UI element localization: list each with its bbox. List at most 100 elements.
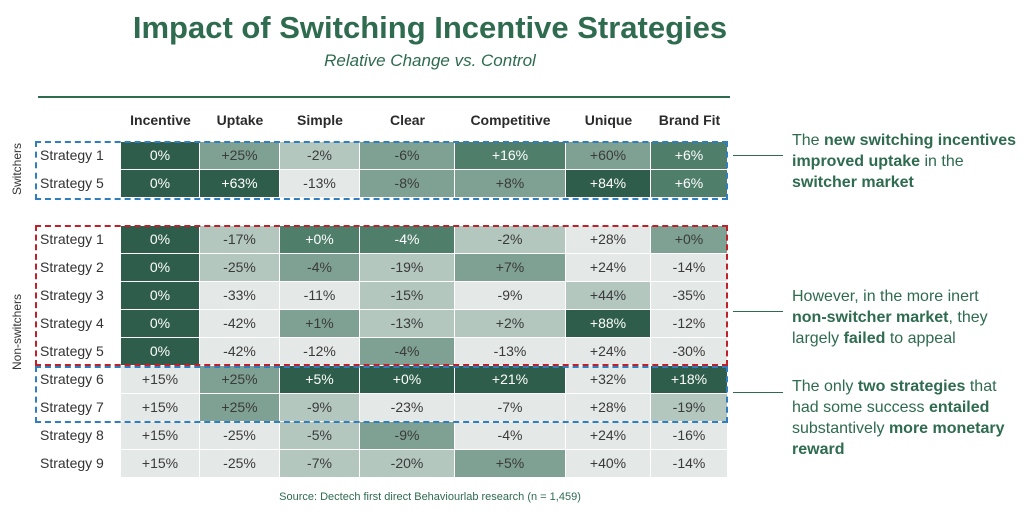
- non-switchers-group-label: Non-switchers: [10, 293, 24, 371]
- row-label: Strategy 5: [40, 343, 104, 359]
- row-label: Strategy 7: [40, 399, 104, 415]
- heatmap-cell: -9%: [455, 282, 566, 310]
- row-label: Strategy 3: [40, 287, 104, 303]
- heatmap-cell: +24%: [566, 422, 651, 450]
- heatmap-cell: -13%: [360, 310, 455, 338]
- heatmap-cell: -8%: [360, 170, 455, 198]
- heatmap-cell: +0%: [651, 226, 728, 254]
- heatmap-cell: +21%: [455, 366, 566, 394]
- heatmap-cell: -14%: [651, 450, 728, 478]
- heatmap-cell: +28%: [566, 226, 651, 254]
- connector-2: [733, 311, 783, 312]
- heatmap-cell: -25%: [200, 422, 280, 450]
- switchers-highlight-box: [35, 141, 728, 200]
- heatmap-cell: +2%: [455, 310, 566, 338]
- heatmap-cell: -25%: [200, 450, 280, 478]
- heatmap-cell: -17%: [200, 226, 280, 254]
- heatmap-cell: -12%: [280, 338, 360, 366]
- heatmap-cell: -12%: [651, 310, 728, 338]
- heatmap-cell: +24%: [566, 254, 651, 282]
- heatmap-cell: -2%: [280, 142, 360, 170]
- switchers-group-label: Switchers: [10, 143, 24, 196]
- heatmap-cell: +32%: [566, 366, 651, 394]
- heatmap-cell: 0%: [121, 226, 200, 254]
- heatmap-cell: -13%: [280, 170, 360, 198]
- row-label: Strategy 1: [40, 231, 104, 247]
- heatmap-cell: +7%: [455, 254, 566, 282]
- heatmap-cell: +88%: [566, 310, 651, 338]
- heatmap-cell: -25%: [200, 254, 280, 282]
- annotation-success: The only two strategies that had some su…: [792, 378, 1005, 458]
- heatmap-cell: +0%: [360, 366, 455, 394]
- row-label: Strategy 6: [40, 371, 104, 387]
- annotation-non-switchers: However, in the more inert non-switcher …: [792, 288, 988, 347]
- connector-1: [733, 155, 783, 156]
- heatmap-cell: -15%: [360, 282, 455, 310]
- column-header: Unique: [584, 112, 633, 128]
- row-label: Strategy 9: [40, 455, 104, 471]
- non-switchers-failed-box: [35, 225, 728, 366]
- heatmap-cell: -4%: [280, 254, 360, 282]
- heatmap-cell: -4%: [455, 422, 566, 450]
- row-label: Strategy 1: [40, 147, 104, 163]
- header-rule: [38, 96, 730, 98]
- heatmap-cell: +15%: [121, 366, 200, 394]
- heatmap-cell: +84%: [566, 170, 651, 198]
- heatmap-cell: 0%: [121, 310, 200, 338]
- heatmap-cell: -23%: [360, 394, 455, 422]
- heatmap-cell: +15%: [121, 394, 200, 422]
- column-header: Brand Fit: [658, 112, 721, 128]
- heatmap-cell: +25%: [200, 394, 280, 422]
- heatmap-cell: +60%: [566, 142, 651, 170]
- row-label: Strategy 8: [40, 427, 104, 443]
- heatmap-cell: -2%: [455, 226, 566, 254]
- column-header: Competitive: [470, 112, 551, 128]
- heatmap-cell: -5%: [280, 422, 360, 450]
- heatmap-cell: +40%: [566, 450, 651, 478]
- annotation-switchers: The new switching incentives improved up…: [792, 132, 1017, 191]
- heatmap-cell: +16%: [455, 142, 566, 170]
- heatmap-cell: 0%: [121, 142, 200, 170]
- heatmap-cell: +8%: [455, 170, 566, 198]
- chart-subtitle: Relative Change vs. Control: [324, 51, 536, 70]
- heatmap-cell: +6%: [651, 142, 728, 170]
- heatmap-cell: +15%: [121, 422, 200, 450]
- heatmap-cell: -30%: [651, 338, 728, 366]
- source-note: Source: Dectech first direct Behaviourla…: [279, 491, 581, 503]
- heatmap-cell: +5%: [455, 450, 566, 478]
- heatmap-cell: -35%: [651, 282, 728, 310]
- column-header: Simple: [297, 112, 343, 128]
- heatmap-cell: +15%: [121, 450, 200, 478]
- row-label: Strategy 2: [40, 259, 104, 275]
- heatmap-cell: -11%: [280, 282, 360, 310]
- column-header: Incentive: [130, 112, 191, 128]
- heatmap-cell: -19%: [360, 254, 455, 282]
- heatmap-cell: -6%: [360, 142, 455, 170]
- heatmap-cell: +18%: [651, 366, 728, 394]
- heatmap-cell: -4%: [360, 226, 455, 254]
- non-switchers-success-box: [35, 366, 728, 423]
- heatmap-cell: -19%: [651, 394, 728, 422]
- heatmap-cell: -4%: [360, 338, 455, 366]
- heatmap-cell: 0%: [121, 282, 200, 310]
- heatmap-cell: 0%: [121, 254, 200, 282]
- heatmap-cell: +5%: [280, 366, 360, 394]
- chart-title: Impact of Switching Incentive Strategies: [132, 10, 728, 45]
- heatmap-cell: -16%: [651, 422, 728, 450]
- column-header: Clear: [389, 112, 426, 128]
- heatmap-cell: -42%: [200, 310, 280, 338]
- heatmap-cell: +28%: [566, 394, 651, 422]
- heatmap-cell: +25%: [200, 142, 280, 170]
- heatmap-cell: -9%: [360, 422, 455, 450]
- heatmap-cell: -33%: [200, 282, 280, 310]
- heatmap-cell: +0%: [280, 226, 360, 254]
- row-label: Strategy 5: [40, 175, 104, 191]
- heatmap-cell: 0%: [121, 338, 200, 366]
- heatmap-cell: -7%: [280, 450, 360, 478]
- heatmap-cell: -14%: [651, 254, 728, 282]
- connector-3: [733, 392, 783, 393]
- heatmap-cell: +63%: [200, 170, 280, 198]
- heatmap-cell: +25%: [200, 366, 280, 394]
- row-label: Strategy 4: [40, 315, 104, 331]
- heatmap-cell: +44%: [566, 282, 651, 310]
